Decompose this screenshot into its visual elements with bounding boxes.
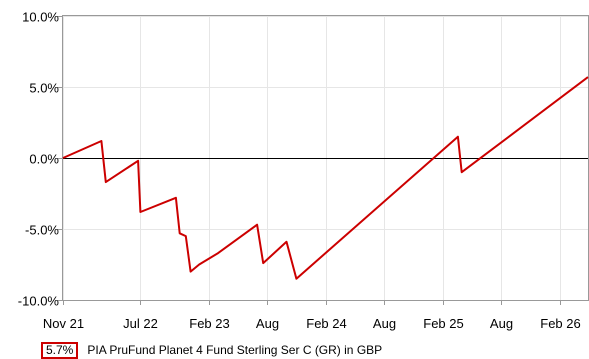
y-axis-ticks: 10.0% 5.0% 0.0% -5.0% -10.0% xyxy=(18,10,63,309)
x-axis-ticks: Nov 21 Jul 22 Feb 23 Aug Feb 24 Aug Feb 25 Aug F… xyxy=(43,300,581,331)
x-tick-label: Feb 26 xyxy=(540,316,580,331)
series-line xyxy=(62,76,589,280)
y-tick-label: -10.0% xyxy=(18,294,60,309)
x-tick-label: Aug xyxy=(256,316,279,331)
legend-series-label: PIA PruFund Planet 4 Fund Sterling Ser C… xyxy=(87,343,383,357)
legend-last-value-badge: 5.7% xyxy=(41,341,79,359)
x-tick-label: Feb 23 xyxy=(189,316,229,331)
x-tick-label: Feb 25 xyxy=(423,316,463,331)
y-tick-label: 10.0% xyxy=(22,10,59,25)
x-tick-label: Feb 24 xyxy=(306,316,346,331)
y-tick-label: 0.0% xyxy=(29,152,59,167)
x-tick-label: Aug xyxy=(373,316,396,331)
y-tick-label: 5.0% xyxy=(29,81,59,96)
x-tick-label: Jul 22 xyxy=(123,316,158,331)
y-tick-label: -5.0% xyxy=(25,223,59,238)
x-tick-label: Nov 21 xyxy=(43,316,84,331)
x-tick-label: Aug xyxy=(490,316,513,331)
legend: 5.7% PIA PruFund Planet 4 Fund Sterling … xyxy=(41,341,383,359)
line-chart: 10.0% 5.0% 0.0% -5.0% -10.0% Nov 21 Jul 22 Feb… xyxy=(18,10,589,331)
